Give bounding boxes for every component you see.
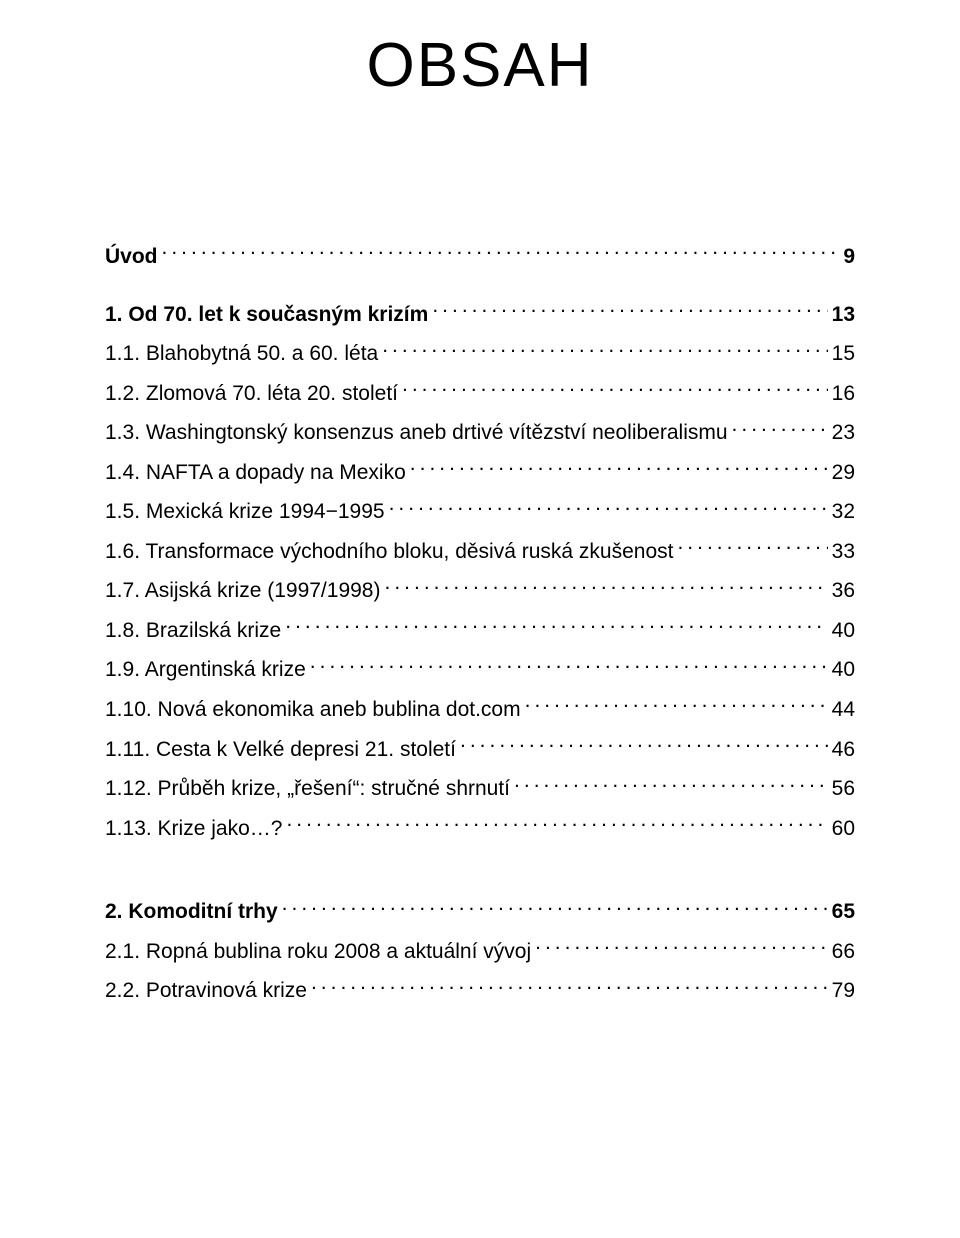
toc-entry-page: 36 [832,575,855,608]
toc-entry-page: 66 [832,936,855,969]
toc-entry-label: 1.7. Asijská krize (1997/1998) [105,575,380,608]
toc-leader-dots [310,655,828,676]
toc-leader-dots [432,300,827,321]
toc-entry-label: 1.12. Průběh krize, „řešení“: stručné sh… [105,773,510,806]
toc-page: OBSAH Úvod 9 1. Od 70. let k současným kri… [0,0,960,1238]
toc-entry-label: 2.1. Ropná bublina roku 2008 a aktuální … [105,936,531,969]
toc-entry: 1.9. Argentinská krize 40 [105,654,855,687]
toc-entry-page: 46 [832,734,855,767]
toc-entry-page: 15 [832,338,855,371]
toc-entry: 1.6. Transformace východního bloku, děsi… [105,536,855,569]
toc-entry-label: 1.2. Zlomová 70. léta 20. století [105,378,398,411]
toc-leader-dots [677,537,827,558]
toc-leader-dots [162,242,840,263]
toc-entry: 1.12. Průběh krize, „řešení“: stručné sh… [105,773,855,806]
toc-entry-page: 33 [832,536,855,569]
toc-entry-page: 60 [832,813,855,846]
toc-entry-label: 1.3. Washingtonský konsenzus aneb drtivé… [105,417,728,450]
toc-entry-page: 16 [832,378,855,411]
spacer [105,852,855,896]
toc-entry-page: 44 [832,694,855,727]
toc-leader-dots [285,616,827,637]
spacer [105,281,855,299]
toc-leader-dots [460,735,828,756]
toc-entry-label: Úvod [105,241,158,274]
toc-entry-label: 2.2. Potravinová krize [105,975,307,1008]
toc-leader-dots [389,497,828,518]
toc-entry: 1.13. Krize jako…? 60 [105,813,855,846]
toc-entry-page: 13 [832,299,855,332]
toc-entry-page: 23 [832,417,855,450]
table-of-contents: Úvod91. Od 70. let k současným krizím131… [105,241,855,1008]
toc-leader-dots [402,379,828,400]
toc-entry: 1.8. Brazilská krize 40 [105,615,855,648]
toc-entry-label: 1.1. Blahobytná 50. a 60. léta [105,338,378,371]
toc-entry: 1.11. Cesta k Velké depresi 21. století 4… [105,734,855,767]
toc-entry-page: 65 [832,896,855,929]
toc-entry-label: 1.9. Argentinská krize [105,654,306,687]
toc-leader-dots [384,576,827,597]
toc-entry: 1.2. Zlomová 70. léta 20. století 16 [105,378,855,411]
toc-leader-dots [535,937,828,958]
toc-entry-label: 1.6. Transformace východního bloku, děsi… [105,536,673,569]
toc-entry-label: 2. Komoditní trhy [105,896,278,929]
toc-entry-label: 1.4. NAFTA a dopady na Mexiko [105,457,406,490]
toc-entry: 2. Komoditní trhy 65 [105,896,855,929]
toc-leader-dots [311,976,828,997]
toc-entry-page: 40 [832,654,855,687]
toc-entry: Úvod 9 [105,241,855,274]
toc-leader-dots [286,814,827,835]
toc-leader-dots [732,418,828,439]
toc-leader-dots [525,695,828,716]
toc-entry: 2.1. Ropná bublina roku 2008 a aktuální … [105,936,855,969]
toc-entry-label: 1.5. Mexická krize 1994−1995 [105,496,385,529]
toc-leader-dots [410,458,828,479]
toc-entry: 1.4. NAFTA a dopady na Mexiko 29 [105,457,855,490]
toc-entry-page: 40 [832,615,855,648]
toc-leader-dots [382,339,827,360]
toc-entry-label: 1.11. Cesta k Velké depresi 21. století [105,734,456,767]
toc-entry-label: 1. Od 70. let k současným krizím [105,299,428,332]
toc-entry: 1.10. Nová ekonomika aneb bublina dot.co… [105,694,855,727]
toc-leader-dots [514,774,828,795]
page-title: OBSAH [105,30,855,101]
toc-entry: 2.2. Potravinová krize 79 [105,975,855,1008]
toc-entry-label: 1.10. Nová ekonomika aneb bublina dot.co… [105,694,521,727]
toc-entry-label: 1.13. Krize jako…? [105,813,282,846]
toc-entry-page: 29 [832,457,855,490]
toc-entry: 1.3. Washingtonský konsenzus aneb drtivé… [105,417,855,450]
toc-entry-page: 9 [843,241,855,274]
toc-entry-page: 32 [832,496,855,529]
toc-entry: 1.7. Asijská krize (1997/1998) 36 [105,575,855,608]
toc-entry-page: 56 [832,773,855,806]
toc-leader-dots [282,897,828,918]
toc-entry: 1. Od 70. let k současným krizím 13 [105,299,855,332]
toc-entry: 1.1. Blahobytná 50. a 60. léta 15 [105,338,855,371]
toc-entry-page: 79 [832,975,855,1008]
toc-entry: 1.5. Mexická krize 1994−1995 32 [105,496,855,529]
toc-entry-label: 1.8. Brazilská krize [105,615,281,648]
